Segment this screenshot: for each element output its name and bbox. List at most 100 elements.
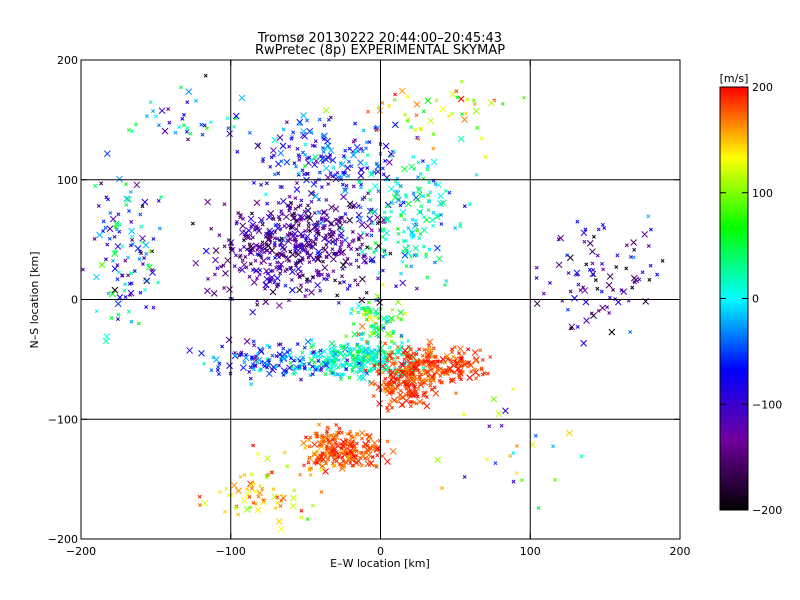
data-point bbox=[298, 472, 303, 477]
data-point bbox=[309, 243, 317, 250]
data-point bbox=[303, 229, 308, 234]
data-point bbox=[247, 369, 252, 374]
data-point bbox=[405, 250, 413, 257]
data-point bbox=[311, 350, 315, 355]
data-point bbox=[370, 455, 375, 460]
data-point bbox=[186, 137, 190, 142]
data-point bbox=[284, 120, 289, 125]
data-point bbox=[272, 236, 277, 241]
data-point bbox=[600, 222, 605, 227]
data-point bbox=[584, 262, 589, 267]
data-point bbox=[399, 279, 407, 287]
data-point bbox=[446, 114, 451, 118]
data-point bbox=[332, 205, 340, 213]
data-point bbox=[275, 302, 283, 309]
data-point bbox=[144, 114, 149, 119]
data-point bbox=[431, 132, 436, 137]
data-point bbox=[347, 205, 352, 210]
data-point bbox=[374, 369, 379, 374]
data-point bbox=[422, 347, 427, 352]
data-point bbox=[310, 372, 315, 377]
data-point bbox=[306, 215, 314, 222]
data-point bbox=[272, 280, 277, 285]
data-point bbox=[350, 353, 355, 358]
data-point bbox=[434, 244, 441, 252]
data-point bbox=[415, 186, 423, 194]
data-point bbox=[255, 248, 260, 253]
data-point bbox=[359, 374, 367, 382]
data-point bbox=[313, 139, 318, 144]
data-point bbox=[293, 248, 298, 253]
data-point bbox=[459, 377, 463, 382]
data-point bbox=[435, 181, 442, 189]
data-point bbox=[289, 136, 294, 141]
data-point bbox=[306, 127, 314, 135]
data-point bbox=[363, 308, 368, 313]
colorbar-tick-label: −100 bbox=[752, 398, 782, 411]
data-point bbox=[358, 166, 365, 174]
data-point bbox=[293, 237, 298, 242]
data-point bbox=[607, 295, 612, 300]
data-point bbox=[462, 475, 467, 479]
data-point bbox=[319, 185, 324, 190]
data-point bbox=[350, 202, 358, 209]
data-point bbox=[291, 234, 296, 238]
data-point bbox=[260, 498, 267, 506]
data-point bbox=[599, 289, 604, 294]
data-point bbox=[298, 203, 303, 208]
data-point bbox=[308, 356, 315, 364]
data-point bbox=[356, 149, 361, 154]
colorbar-tick-label: −200 bbox=[752, 504, 782, 517]
data-point bbox=[401, 200, 406, 205]
data-point bbox=[472, 357, 480, 365]
data-point bbox=[426, 208, 431, 212]
data-point bbox=[208, 120, 213, 125]
data-point bbox=[245, 227, 253, 234]
data-point bbox=[419, 204, 424, 209]
data-point bbox=[359, 463, 364, 468]
data-point bbox=[250, 211, 254, 216]
data-point bbox=[263, 286, 268, 291]
data-point bbox=[198, 503, 202, 508]
data-point bbox=[256, 451, 261, 456]
data-point bbox=[386, 159, 393, 166]
data-point bbox=[427, 247, 432, 252]
data-point bbox=[406, 358, 411, 363]
data-point bbox=[328, 220, 335, 227]
data-point bbox=[277, 149, 285, 157]
data-point bbox=[410, 217, 415, 222]
data-point bbox=[157, 226, 162, 231]
data-point bbox=[311, 342, 316, 347]
data-point bbox=[366, 109, 370, 114]
data-point bbox=[300, 273, 305, 278]
data-point bbox=[101, 219, 106, 224]
data-point bbox=[439, 222, 444, 227]
data-point bbox=[369, 366, 374, 371]
data-point bbox=[281, 346, 286, 351]
data-point bbox=[249, 472, 254, 477]
data-point bbox=[258, 483, 263, 488]
data-point bbox=[141, 198, 149, 206]
data-point bbox=[368, 446, 373, 451]
data-point bbox=[350, 229, 355, 234]
data-point bbox=[382, 142, 390, 150]
data-point bbox=[132, 269, 137, 273]
data-point bbox=[199, 122, 204, 127]
data-point bbox=[210, 290, 218, 297]
data-point bbox=[293, 218, 298, 223]
data-point bbox=[435, 213, 440, 218]
data-point bbox=[586, 240, 594, 247]
data-point bbox=[264, 181, 269, 186]
data-point bbox=[344, 183, 349, 188]
data-point bbox=[296, 223, 301, 228]
data-point bbox=[325, 444, 330, 449]
data-point bbox=[356, 265, 361, 269]
data-point bbox=[380, 234, 385, 239]
data-point bbox=[342, 258, 350, 266]
data-point bbox=[280, 185, 285, 190]
data-point bbox=[364, 339, 369, 344]
axis-ticks: −200−200 −100 −100 0 0 100 100 200 200 bbox=[48, 54, 691, 558]
data-point bbox=[387, 103, 392, 108]
data-point bbox=[293, 186, 301, 193]
data-point bbox=[287, 205, 292, 210]
